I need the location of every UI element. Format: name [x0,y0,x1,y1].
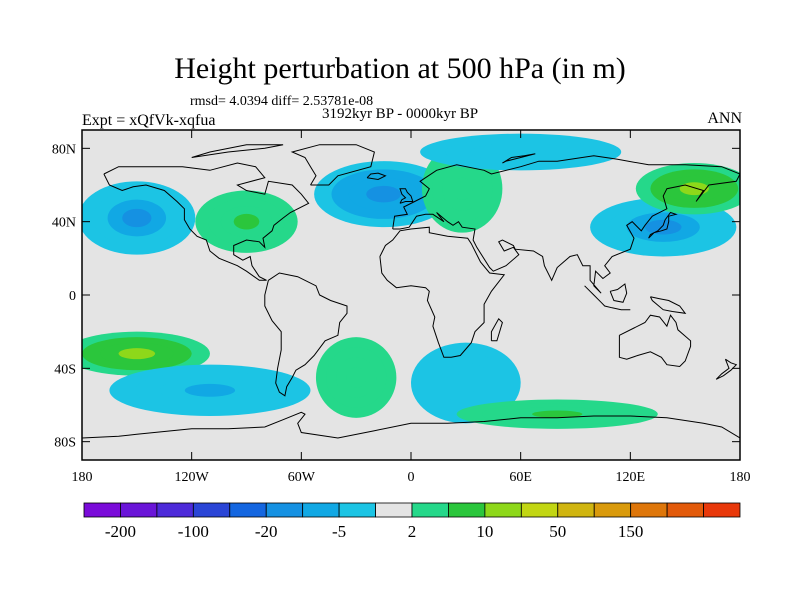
x-tick-label: 180 [730,470,751,485]
anomaly-contour [233,213,260,230]
colorbar-swatch [229,502,267,518]
colorbar-swatch [666,502,704,518]
colorbar-label: -20 [255,522,278,541]
y-tick-label: 40N [52,216,76,231]
coastline-9 [648,211,678,239]
x-tick-label: 120E [616,470,646,485]
x-tick-label: 120W [175,470,210,485]
season-label: ANN [707,110,742,127]
x-tick-label: 0 [408,470,415,485]
colorbar-swatch [703,502,741,518]
anomaly-contour [452,372,480,394]
colorbar-label: 10 [476,522,493,541]
coastline-12 [609,283,628,303]
colorbar-swatch [302,502,340,518]
colorbar-label: -100 [178,522,209,541]
colorbar-swatch [520,502,559,518]
anomaly-region-4 [420,133,622,171]
x-tick-label: 60W [288,470,316,485]
x-tick-label: 180 [72,470,93,485]
anomaly-contour [346,367,367,388]
coastline-1 [290,144,375,186]
colorbar-swatch [448,502,486,518]
colorbar-swatch [411,502,449,518]
colorbar-swatch [192,502,231,518]
colorbar-swatch [265,502,304,518]
stats-label: rmsd= 4.0394 diff= 2.53781e-08 [190,94,374,109]
coastline-5 [490,317,503,342]
coastline-11 [649,296,687,314]
colorbar-swatch [83,502,121,518]
coastline-10 [584,285,631,311]
anomaly-region-5 [590,197,737,257]
anomaly-contour [184,383,236,397]
coastline-15 [191,144,284,158]
coastline-6 [618,314,692,368]
coastline-4 [379,226,506,358]
anomaly-region-1 [195,190,298,253]
anomaly-region-9 [315,337,397,418]
anomaly-region-11 [456,399,658,429]
colorbar-swatch [375,502,413,518]
colorbar-swatch [484,502,522,518]
colorbar-swatch [156,502,194,518]
coastline-2 [264,272,348,397]
y-tick-label: 80S [54,436,76,451]
anomaly-contour [495,147,546,157]
anomaly-region-2 [314,161,454,228]
coastline-16 [502,153,536,164]
x-tick-label: 60E [509,470,532,485]
colorbar-label: 2 [408,522,417,541]
anomaly-contour [679,182,709,196]
chart-title: Height perturbation at 500 hPa (in m) [174,52,626,85]
coastline-14 [366,172,387,181]
colorbar-label: -5 [332,522,346,541]
y-tick-label: 0 [69,289,76,304]
anomaly-region-7 [82,331,210,376]
y-tick-label: 40S [54,362,76,377]
anomaly-region-0 [82,181,196,255]
coastline-0 [103,162,310,281]
anomaly-contour [118,348,156,360]
anomaly-contour [122,208,152,228]
colorbar-swatch [557,502,595,518]
anomaly-contour [366,185,401,203]
experiment-label: Expt = xQfVk-xqfua [82,112,216,129]
colorbar-swatch [593,502,632,518]
colorbar-swatch [338,502,376,518]
coastline-13 [715,358,738,380]
coastline-7 [82,411,740,439]
anomaly-contour [452,177,473,200]
period-label: 3192kyr BP - 0000kyr BP [321,106,479,122]
colorbar-label: -200 [105,522,136,541]
anomaly-region-8 [109,364,311,417]
colorbar-label: 50 [549,522,566,541]
colorbar-label: 150 [618,522,644,541]
y-tick-label: 80N [52,142,76,157]
anomaly-region-6 [635,163,740,215]
colorbar-swatch [120,502,158,518]
anomaly-contour [644,219,682,235]
coastline-8 [399,188,414,204]
coastline-3 [392,155,740,294]
anomaly-contour [532,410,583,418]
colorbar-swatch [630,502,668,518]
